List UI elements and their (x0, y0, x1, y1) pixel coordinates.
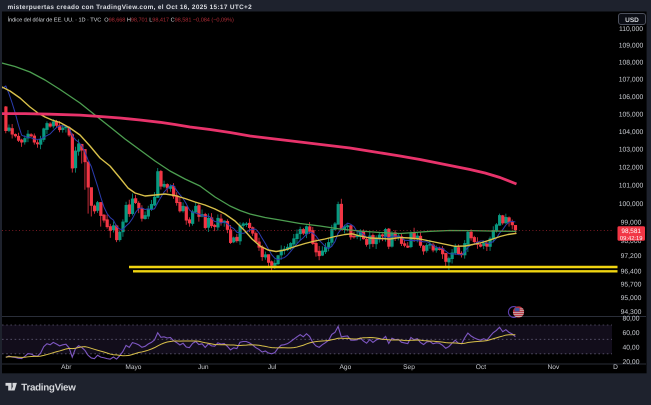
svg-text:D: D (613, 364, 618, 371)
svg-text:94,300: 94,300 (621, 309, 642, 316)
svg-text:Nov: Nov (548, 364, 560, 371)
svg-text:Abr: Abr (61, 364, 72, 371)
svg-text:Mayo: Mayo (125, 364, 141, 371)
svg-text:109,000: 109,000 (619, 43, 644, 50)
svg-text:99,000: 99,000 (621, 219, 642, 226)
svg-text:96,400: 96,400 (621, 268, 642, 275)
svg-text:105,000: 105,000 (619, 111, 644, 118)
svg-text:TradingView: TradingView (21, 383, 76, 394)
svg-text:Índice del dólar de EE. UU. ·: Índice del dólar de EE. UU. · 1D · TVC O… (8, 17, 235, 24)
svg-text:108,000: 108,000 (619, 60, 644, 67)
svg-text:Oct: Oct (476, 364, 486, 371)
svg-text:104,000: 104,000 (619, 129, 644, 136)
svg-text:95,700: 95,700 (621, 282, 642, 289)
svg-text:97,200: 97,200 (621, 253, 642, 260)
svg-text:100,000: 100,000 (619, 201, 644, 208)
svg-text:103,000: 103,000 (619, 147, 644, 154)
svg-text:110,000: 110,000 (619, 26, 643, 33)
svg-text:09:42:19: 09:42:19 (620, 235, 643, 242)
svg-text:20,00: 20,00 (622, 359, 639, 366)
svg-text:80,00: 80,00 (622, 316, 639, 323)
svg-text:60,00: 60,00 (622, 330, 639, 337)
svg-text:102,000: 102,000 (619, 165, 644, 172)
svg-text:98,581: 98,581 (621, 228, 641, 235)
svg-text:USD: USD (625, 17, 639, 24)
svg-text:Ago: Ago (340, 364, 352, 371)
svg-text:misterpuertas creado con Tradi: misterpuertas creado con TradingView.com… (8, 4, 253, 11)
svg-text:107,000: 107,000 (619, 77, 644, 84)
svg-text:106,000: 106,000 (619, 94, 644, 101)
svg-text:101,000: 101,000 (619, 183, 644, 190)
svg-text:Sep: Sep (403, 364, 415, 371)
svg-text:Jun: Jun (198, 364, 209, 371)
svg-text:95,000: 95,000 (621, 295, 642, 302)
svg-text:98,000: 98,000 (621, 238, 642, 245)
svg-text:Jul: Jul (268, 364, 277, 371)
svg-text:40,00: 40,00 (622, 344, 639, 351)
